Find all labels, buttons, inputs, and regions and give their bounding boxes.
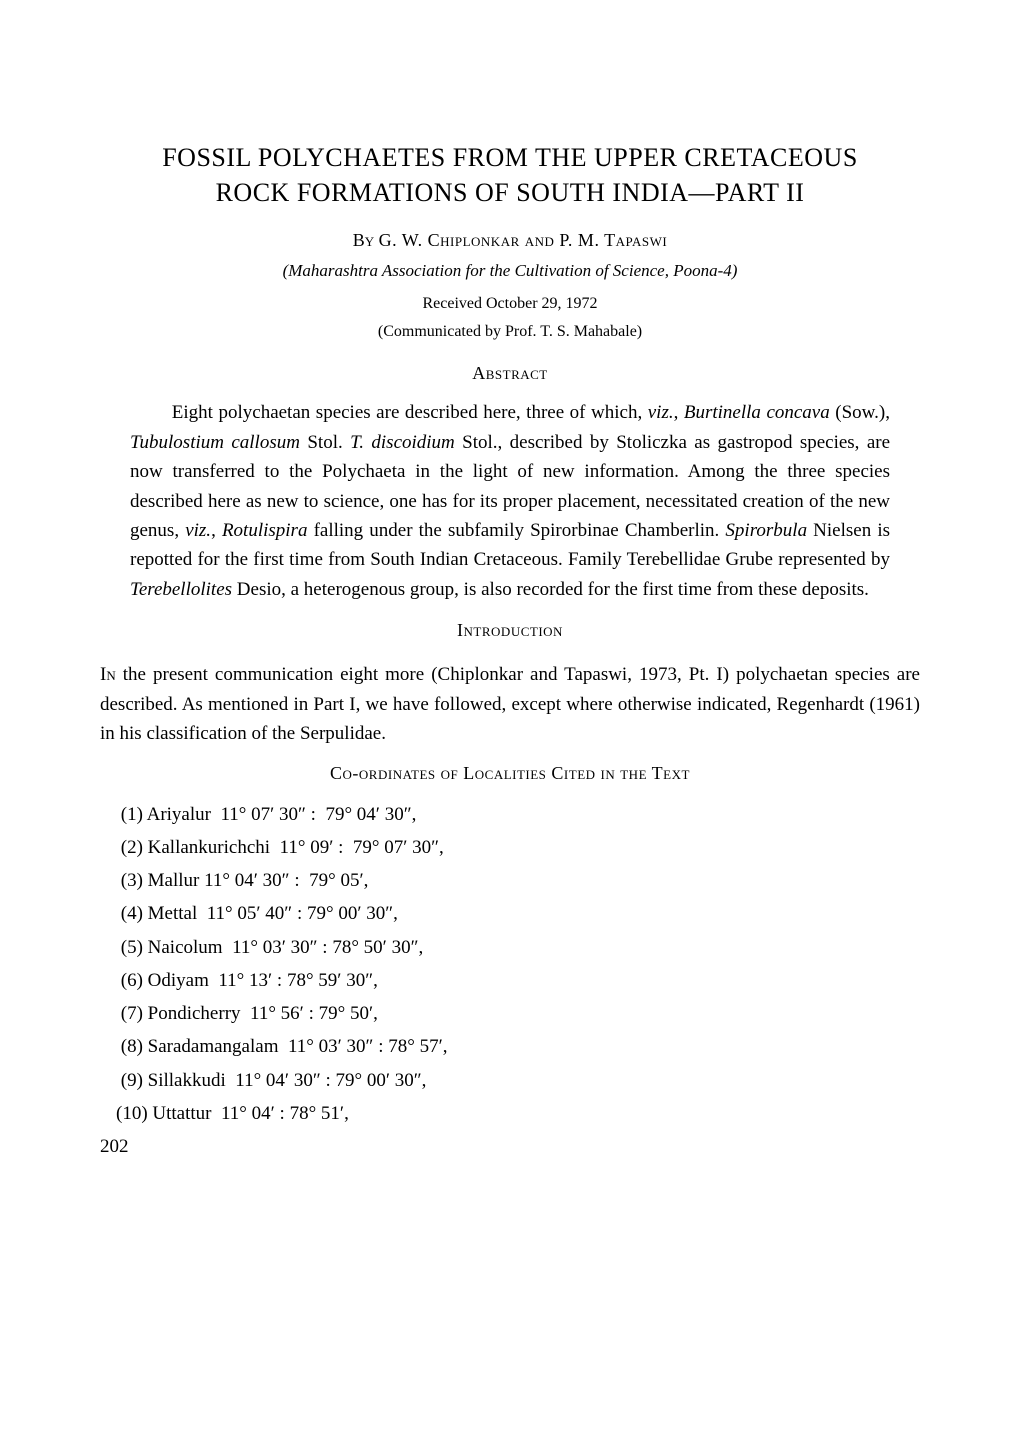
coordinates-heading: Co-ordinates of Localities Cited in the … <box>100 763 920 784</box>
locality-item: (3) Mallur 11° 04′ 30″ : 79° 05′, <box>116 864 920 897</box>
communicated-by: (Communicated by Prof. T. S. Mahabale) <box>100 323 920 341</box>
title-line-1: FOSSIL POLYCHAETES FROM THE UPPER CRETAC… <box>162 143 858 172</box>
page-number: 202 <box>100 1136 920 1158</box>
title-line-2: ROCK FORMATIONS OF SOUTH INDIA—PART II <box>216 178 805 207</box>
paper-title: FOSSIL POLYCHAETES FROM THE UPPER CRETAC… <box>100 140 920 210</box>
locality-item: (5) Naicolum 11° 03′ 30″ : 78° 50′ 30″, <box>116 931 920 964</box>
locality-item: (1) Ariyalur 11° 07′ 30″ : 79° 04′ 30″, <box>116 798 920 831</box>
locality-item: (8) Saradamangalam 11° 03′ 30″ : 78° 57′… <box>116 1030 920 1063</box>
received-date: Received October 29, 1972 <box>100 295 920 313</box>
localities-list: (1) Ariyalur 11° 07′ 30″ : 79° 04′ 30″, … <box>116 798 920 1131</box>
abstract-body: Eight polychaetan species are described … <box>130 398 890 604</box>
locality-item: (6) Odiyam 11° 13′ : 78° 59′ 30″, <box>116 964 920 997</box>
byline-authors: G. W. Chiplonkar and P. M. Tapaswi <box>379 230 668 250</box>
introduction-heading: Introduction <box>100 620 920 641</box>
byline-by: By <box>353 230 379 250</box>
locality-item: (2) Kallankurichchi 11° 09′ : 79° 07′ 30… <box>116 831 920 864</box>
locality-item: (10) Uttattur 11° 04′ : 78° 51′, <box>116 1097 920 1130</box>
locality-item: (4) Mettal 11° 05′ 40″ : 79° 00′ 30″, <box>116 897 920 930</box>
locality-item: (9) Sillakkudi 11° 04′ 30″ : 79° 00′ 30″… <box>116 1064 920 1097</box>
paper-page: FOSSIL POLYCHAETES FROM THE UPPER CRETAC… <box>0 0 1020 1198</box>
affiliation: (Maharashtra Association for the Cultiva… <box>100 261 920 281</box>
abstract-heading: Abstract <box>100 363 920 384</box>
locality-item: (7) Pondicherry 11° 56′ : 79° 50′, <box>116 997 920 1030</box>
byline: By G. W. Chiplonkar and P. M. Tapaswi <box>100 230 920 251</box>
introduction-body: In the present communication eight more … <box>100 660 920 748</box>
